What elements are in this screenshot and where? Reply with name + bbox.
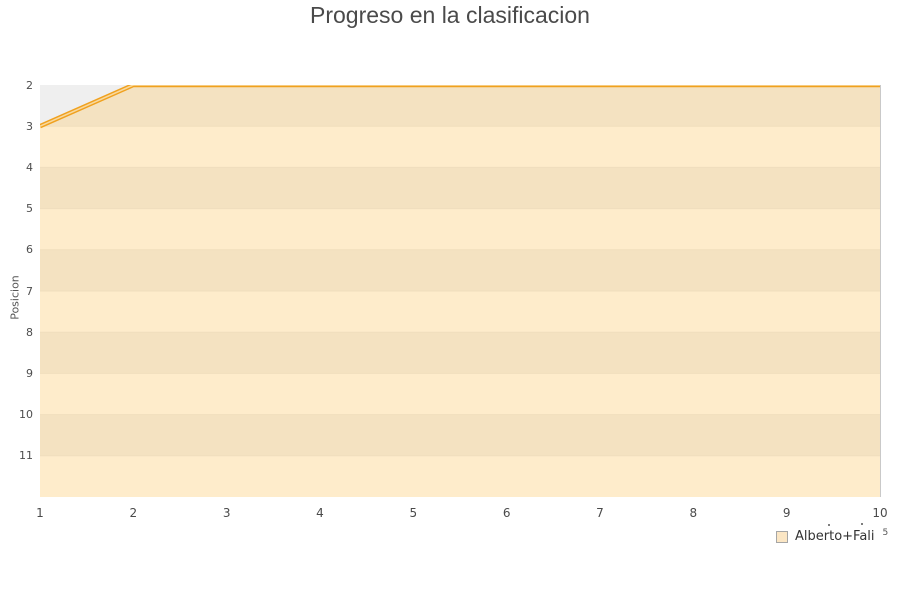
y-tick-label: 9 bbox=[26, 366, 33, 380]
y-axis-title: Posicion bbox=[8, 275, 22, 320]
plot-band bbox=[40, 167, 880, 209]
x-tick-label: 10 bbox=[872, 506, 888, 520]
y-tick-label: 6 bbox=[26, 243, 33, 257]
y-tick-label: 11 bbox=[19, 449, 33, 463]
plot-band bbox=[40, 332, 880, 374]
plot-band bbox=[40, 249, 880, 291]
x-tick-label: 4 bbox=[316, 506, 324, 520]
x-tick-label: 2 bbox=[129, 506, 138, 520]
legend: Alberto+Fali 5 bbox=[776, 527, 889, 544]
y-tick-label: 5 bbox=[26, 202, 33, 216]
y-tick-label: 2 bbox=[26, 78, 33, 92]
x-tick-label: 6 bbox=[502, 506, 511, 520]
y-tick-label: 8 bbox=[26, 325, 33, 339]
plot-band bbox=[40, 373, 880, 415]
plot-band bbox=[40, 85, 880, 127]
dot-artifact bbox=[861, 523, 863, 525]
plot-band bbox=[40, 414, 880, 456]
plot-band bbox=[40, 291, 880, 333]
dot-artifact bbox=[828, 524, 830, 526]
legend-series-label: Alberto+Fali bbox=[795, 529, 875, 544]
area-chart-svg bbox=[40, 85, 880, 497]
plot-band bbox=[40, 208, 880, 250]
y-tick-label: 10 bbox=[19, 408, 33, 422]
x-tick-label: 1 bbox=[36, 506, 44, 520]
series-area bbox=[40, 85, 880, 497]
x-tick-label: 8 bbox=[689, 506, 698, 520]
x-tick-label: 5 bbox=[409, 506, 418, 520]
x-tick-label: 9 bbox=[782, 506, 791, 520]
plot-band bbox=[40, 455, 880, 497]
x-tick-label: 3 bbox=[222, 506, 231, 520]
plot-band bbox=[40, 126, 880, 168]
x-tick-label: 7 bbox=[596, 506, 604, 520]
chart-title: Progreso en la clasificacion bbox=[310, 2, 590, 28]
legend-swatch-icon bbox=[776, 530, 788, 543]
y-tick-label: 3 bbox=[26, 119, 33, 133]
legend-superscript: 5 bbox=[882, 527, 889, 538]
y-tick-label: 4 bbox=[26, 160, 33, 174]
y-tick-label: 7 bbox=[26, 284, 33, 298]
plot-area bbox=[40, 85, 881, 497]
